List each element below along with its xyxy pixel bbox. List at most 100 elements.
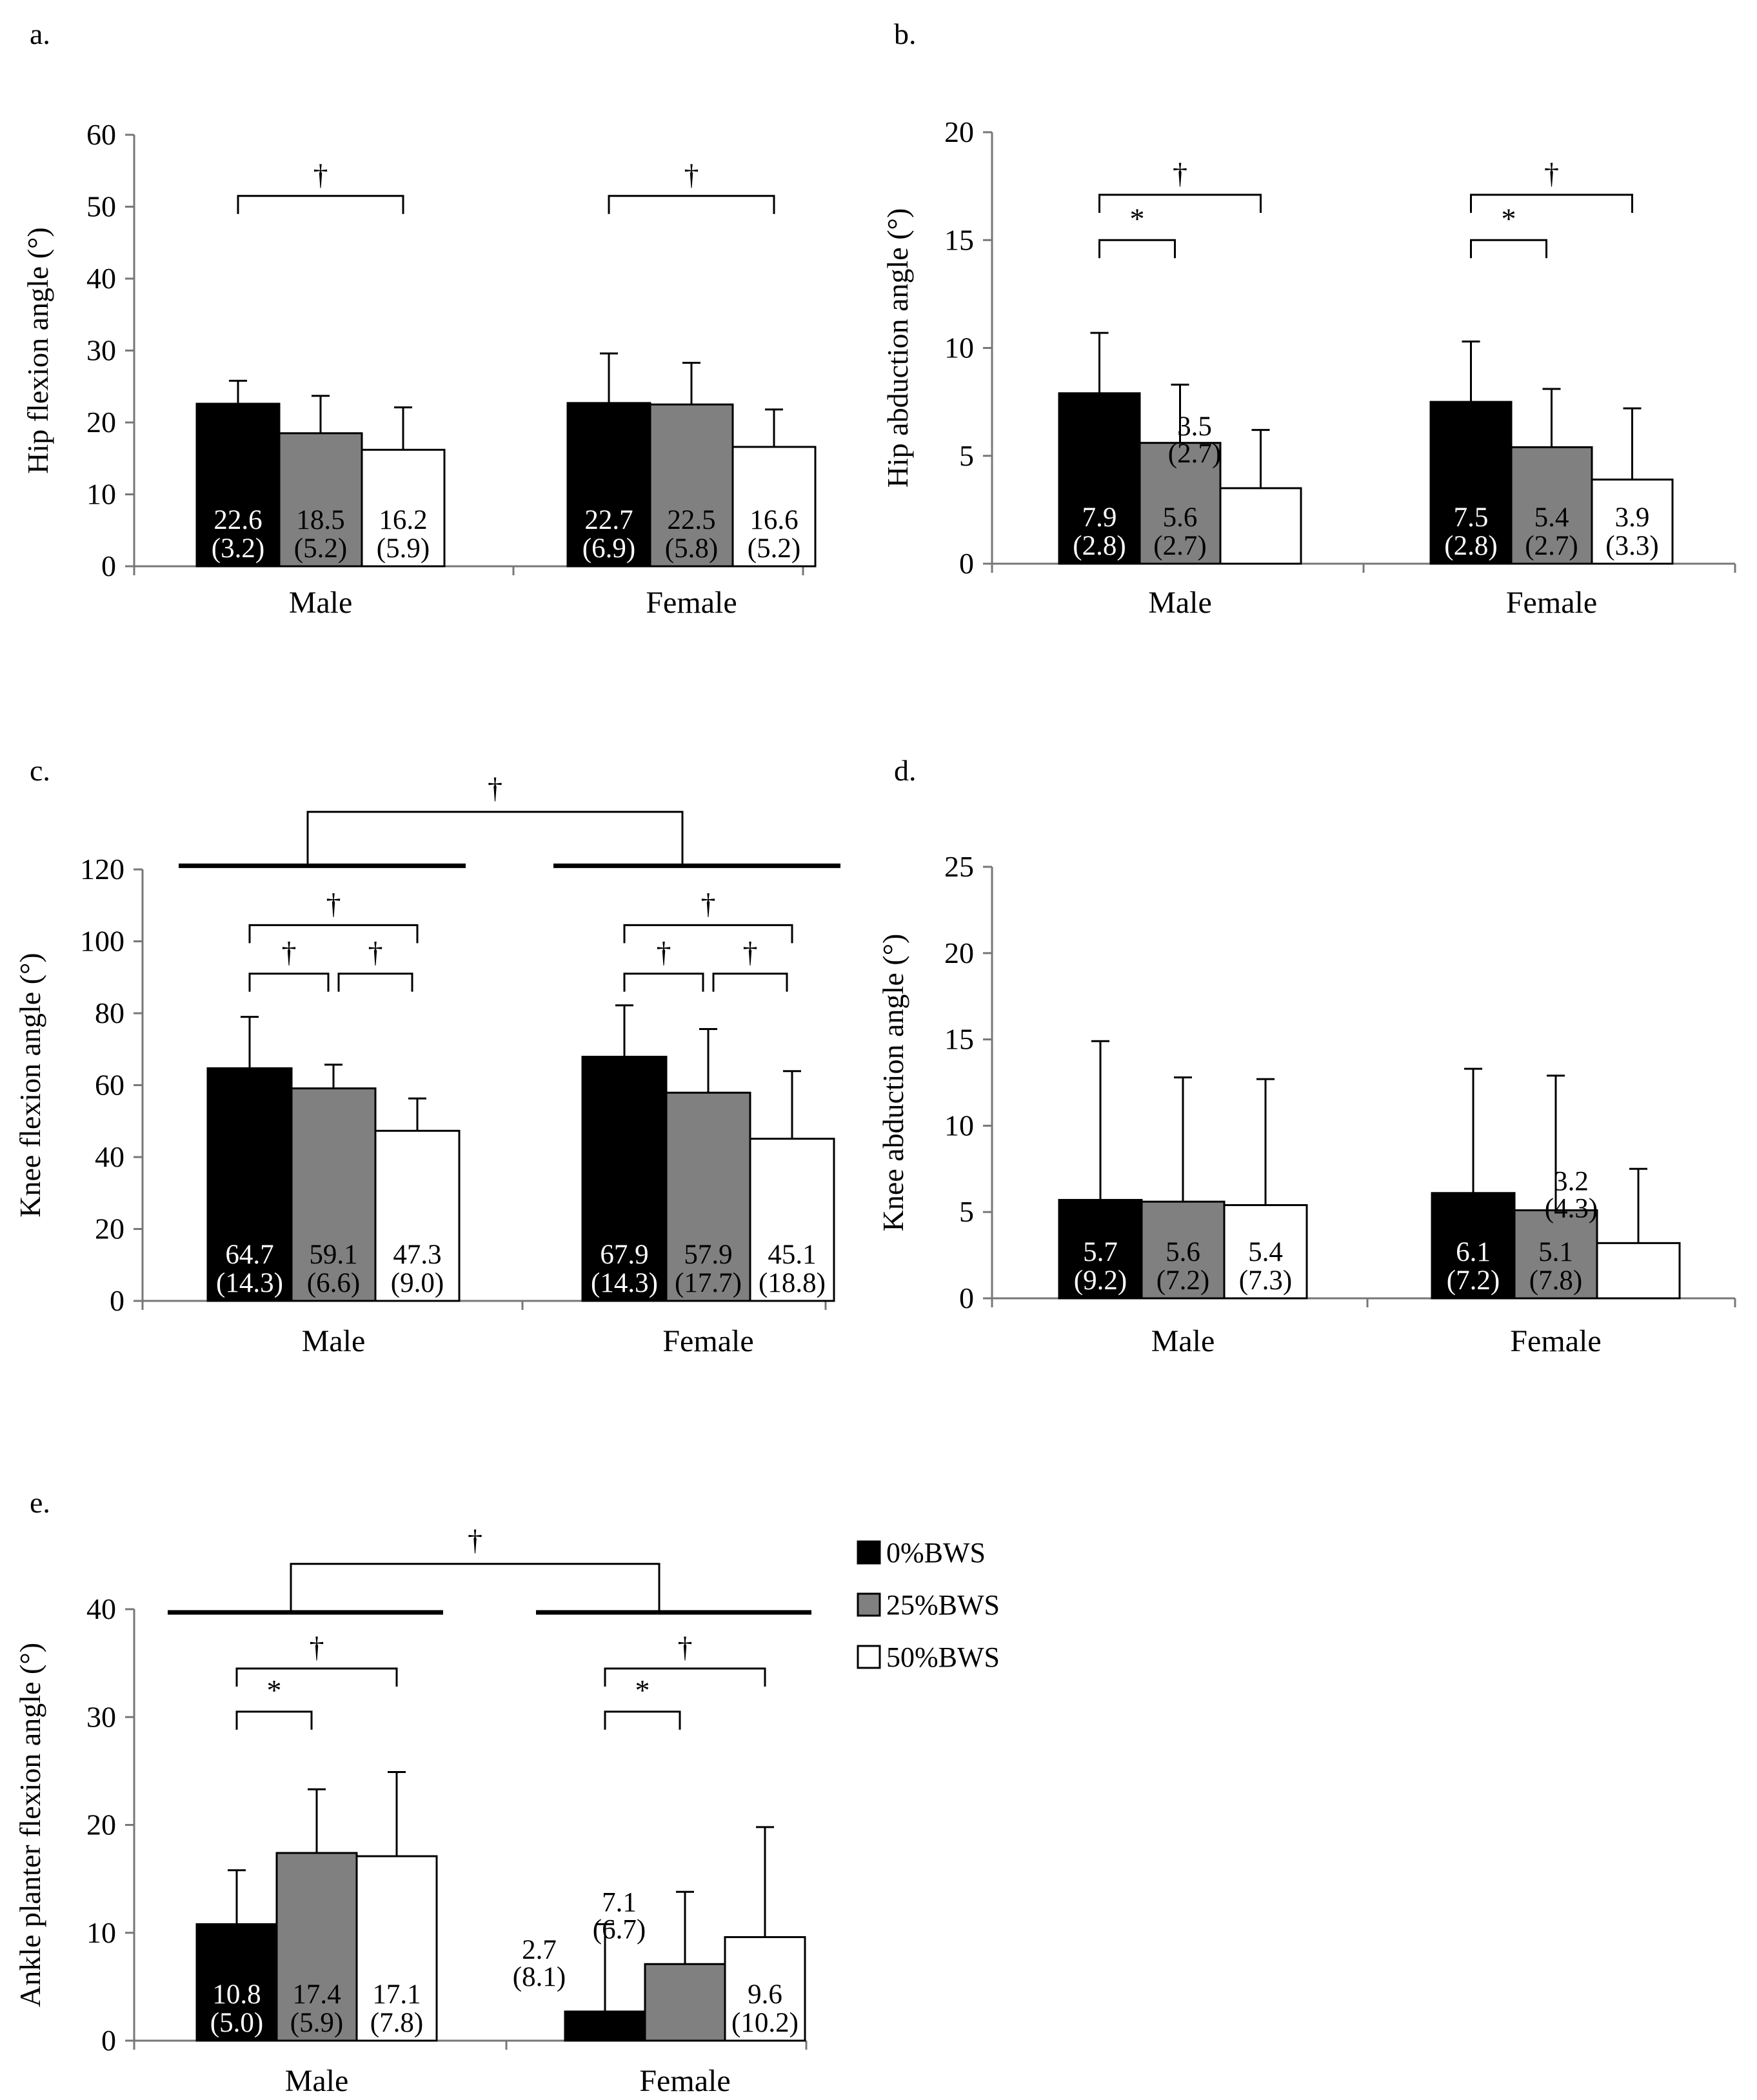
x-category-label: Female: [646, 586, 737, 620]
bar-sd-label: (5.2): [748, 533, 800, 564]
bar-sd-label: (2.7): [1168, 439, 1221, 469]
chart-panel-c: c. 0 20 40 60 80 100 120 Knee flexion angle (°) 6…: [14, 754, 840, 1358]
bar-value-label: 57.9: [684, 1240, 732, 1270]
y-tick-label: 20: [944, 936, 974, 969]
y-axis-title: Hip abduction angle (°): [881, 208, 914, 488]
significance-bracket: [337, 973, 413, 992]
bar-value-label: 5.7: [1083, 1237, 1118, 1267]
x-category-label: Male: [1148, 586, 1212, 620]
y-axis-title: Ankle planter flexion angle (°): [14, 1643, 46, 2007]
bar-value-label: 5.6: [1163, 502, 1198, 533]
significance-marker: †: [657, 936, 671, 969]
bar-value-label: 22.6: [213, 505, 262, 535]
significance-bracket: [1470, 193, 1633, 213]
bar: [1058, 1198, 1143, 1300]
significance-bracket: [604, 1710, 681, 1730]
bar-value-label: 45.1: [768, 1240, 816, 1270]
significance-bracket: [608, 195, 775, 214]
y-tick-label: 0: [110, 1284, 124, 1317]
bar-value-label: 2.7: [522, 1935, 557, 1965]
significance-marker: †: [368, 936, 383, 969]
bar-sd-label: (5.0): [210, 2008, 263, 2038]
y-tick-label: 0: [101, 550, 116, 582]
legend-swatch: [857, 1592, 881, 1617]
y-tick-label: 40: [86, 1592, 116, 1625]
significance-marker: †: [310, 1630, 324, 1663]
bar: [290, 1087, 377, 1302]
significance-marker: *: [1502, 202, 1516, 235]
y-tick-label: 120: [80, 853, 124, 886]
bar: [374, 1129, 461, 1302]
bar-value-label: 6.1: [1456, 1237, 1491, 1267]
significance-bracket: [604, 1667, 766, 1687]
legend: 0%BWS 25%BWS 50%BWS: [857, 1537, 1000, 1673]
bar: [564, 2010, 646, 2042]
significance-marker: †: [678, 1630, 693, 1663]
bar-sd-label: (7.3): [1239, 1265, 1292, 1296]
x-category-label: Male: [285, 2064, 349, 2098]
y-tick-label: 40: [95, 1140, 124, 1173]
bar-sd-label: (7.8): [370, 2008, 423, 2038]
bar-value-label: 17.4: [292, 1979, 341, 2010]
legend-label: 50%BWS: [886, 1641, 1000, 1673]
significance-bracket: [1098, 239, 1176, 259]
bar: [1223, 1204, 1308, 1300]
panel-label: c.: [30, 754, 50, 787]
y-tick-label: 5: [959, 1195, 974, 1228]
y-tick-label: 60: [95, 1069, 124, 1102]
y-tick-label: 10: [944, 332, 974, 364]
bar-value-label: 10.8: [212, 1979, 261, 2010]
bar: [649, 403, 734, 568]
bar: [361, 448, 446, 568]
y-tick-label: 0: [959, 1282, 974, 1314]
bar-sd-label: (5.2): [294, 533, 347, 564]
significance-bracket: [1470, 239, 1547, 259]
chart-panel-a: a. 0 10 20 30 40 50 60 Hip flexion angle (°) 22.6…: [21, 17, 817, 620]
y-tick-label: 15: [944, 1023, 974, 1056]
y-axis-title: Knee flexion angle (°): [14, 953, 46, 1218]
y-tick-label: 60: [86, 118, 116, 151]
bar: [665, 1091, 751, 1302]
bar-value-label: 3.5: [1177, 411, 1212, 442]
bar-sd-label: (7.2): [1447, 1265, 1500, 1296]
legend-swatch: [857, 1540, 881, 1565]
bar: [1510, 446, 1593, 565]
sex-significance-marker: †: [488, 771, 502, 804]
bar-sd-label: (3.3): [1605, 531, 1658, 561]
bar-sd-label: (5.9): [377, 533, 430, 564]
bar-sd-label: (17.7): [675, 1268, 742, 1298]
bar-value-label: 5.1: [1538, 1237, 1573, 1267]
legend-swatch: [857, 1645, 881, 1669]
bar: [1138, 442, 1222, 565]
chart-panel-e: e. 0 10 20 30 40 Ankle planter flexion angle (…: [14, 1486, 811, 2098]
bar-value-label: 5.4: [1248, 1237, 1283, 1267]
y-tick-label: 15: [944, 223, 974, 256]
y-tick-label: 0: [959, 547, 974, 580]
bar-value-label: 16.2: [379, 505, 427, 535]
significance-bracket: [1098, 193, 1262, 213]
bar-sd-label: (9.0): [391, 1268, 444, 1298]
bar-sd-label: (2.7): [1525, 531, 1578, 561]
bar-sd-label: (6.6): [307, 1268, 360, 1298]
significance-marker: *: [267, 1674, 282, 1707]
x-category-label: Female: [1506, 586, 1597, 620]
bar-sd-label: (7.2): [1156, 1265, 1209, 1296]
y-tick-label: 20: [95, 1213, 124, 1245]
significance-marker: †: [743, 936, 758, 969]
bar: [355, 1855, 438, 2042]
panel-label: e.: [30, 1486, 50, 1519]
bar: [206, 1067, 293, 1302]
bar-value-label: 7.9: [1082, 502, 1117, 533]
y-tick-label: 80: [95, 996, 124, 1029]
bar: [275, 1852, 358, 2042]
significance-marker: †: [282, 936, 297, 969]
significance-marker: †: [684, 158, 699, 191]
significance-marker: *: [635, 1674, 650, 1707]
bar: [1596, 1242, 1681, 1300]
x-category-label: Male: [1151, 1324, 1215, 1358]
bar-sd-label: (6.9): [582, 533, 635, 564]
bar-value-label: 67.9: [600, 1240, 648, 1270]
y-tick-label: 30: [86, 1700, 116, 1733]
